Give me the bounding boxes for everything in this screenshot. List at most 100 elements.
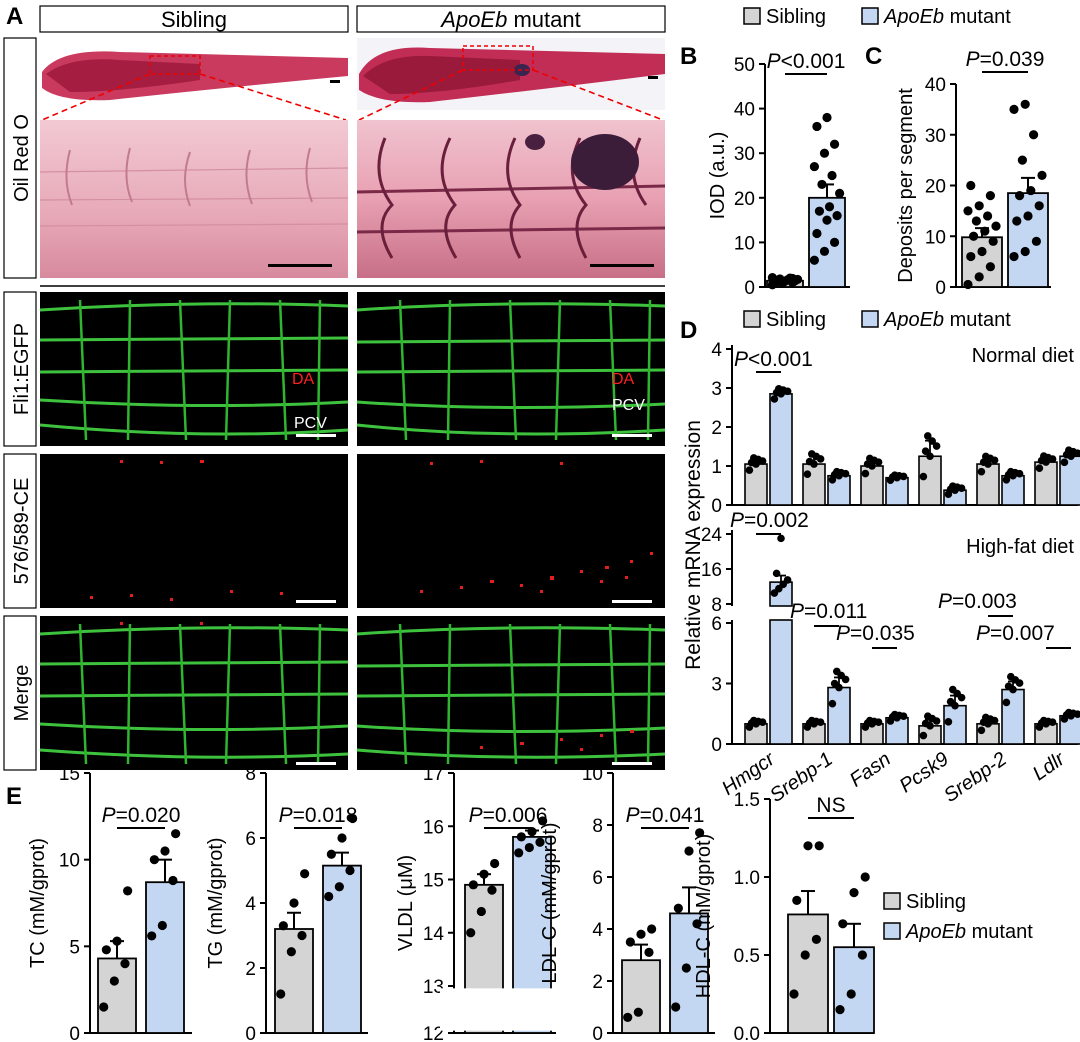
bar xyxy=(827,686,851,745)
data-point xyxy=(899,472,908,481)
data-point xyxy=(816,718,825,727)
data-point xyxy=(926,452,934,461)
chart-c-deposits: 0 10 20 30 40 Deposits per segment P=0.039 xyxy=(895,48,1051,299)
data-point xyxy=(623,1012,633,1023)
legend-label-mutant: ApoEb mutant xyxy=(883,6,1011,28)
data-point xyxy=(809,161,820,172)
chart-e-tg: 0 2 4 6 8 TG (mM/gprot) P=0.018 xyxy=(205,764,368,1042)
data-point xyxy=(1023,211,1033,221)
data-point xyxy=(636,929,646,939)
data-point xyxy=(951,486,959,494)
y-tick-label: 4 xyxy=(245,894,256,915)
oil-red-zoom-mutant xyxy=(356,120,666,278)
legend-e: Sibling ApoEb mutant xyxy=(883,891,1033,943)
data-point xyxy=(1015,469,1024,478)
x-tick-label: Ldlr xyxy=(1029,747,1070,785)
p-value-label: P=0.041 xyxy=(626,804,705,827)
data-point xyxy=(977,467,986,476)
y-axis-label: TG (mM/gprot) xyxy=(205,837,227,968)
condition-label: Normal diet xyxy=(972,345,1075,367)
vessel-label-pcv: PCV xyxy=(294,415,327,432)
data-point xyxy=(792,895,802,906)
data-point xyxy=(811,934,822,945)
data-point xyxy=(985,191,996,201)
col-header-box-mutant xyxy=(356,5,666,33)
data-point xyxy=(817,179,827,190)
data-point xyxy=(109,976,119,986)
y-tick-label: 5 xyxy=(69,937,80,958)
data-point xyxy=(991,221,1001,231)
data-point xyxy=(800,950,810,960)
data-point xyxy=(874,718,883,727)
data-point xyxy=(120,959,130,969)
data-point xyxy=(625,937,635,947)
data-point xyxy=(476,906,486,917)
bar xyxy=(833,946,875,1034)
data-point xyxy=(974,272,984,282)
p-value-label: P<0.001 xyxy=(734,348,813,371)
data-point xyxy=(980,226,990,236)
data-point xyxy=(835,683,843,692)
col-header-box-sibling xyxy=(39,5,349,33)
data-point xyxy=(810,720,818,728)
data-point xyxy=(1015,191,1025,201)
data-point xyxy=(966,251,976,262)
data-point xyxy=(752,720,760,728)
data-point xyxy=(919,731,928,740)
data-point xyxy=(990,456,999,465)
data-point xyxy=(671,1002,681,1012)
data-point xyxy=(783,387,792,396)
bar xyxy=(97,957,137,1034)
data-point xyxy=(516,832,526,842)
data-point xyxy=(857,950,868,960)
data-point xyxy=(874,458,883,466)
bar xyxy=(621,959,661,1034)
data-point xyxy=(819,246,830,256)
legend-swatch-mutant xyxy=(861,7,879,25)
y-tick-label: 6 xyxy=(592,868,603,889)
legend-swatch-mutant xyxy=(883,922,901,940)
data-point xyxy=(487,885,497,895)
scale-bar xyxy=(330,80,340,83)
data-point xyxy=(868,720,876,728)
legend-swatch-sibling xyxy=(743,310,761,328)
y-tick-label: 50 xyxy=(734,55,755,76)
data-point xyxy=(1073,710,1080,718)
data-point xyxy=(1034,201,1044,211)
y-tick-label: 14 xyxy=(423,924,445,945)
bar xyxy=(918,455,942,506)
y-tick-label: 8 xyxy=(711,595,722,616)
data-point xyxy=(974,201,984,211)
data-point xyxy=(932,442,941,450)
y-tick-label: 20 xyxy=(734,189,755,210)
data-point xyxy=(832,211,842,221)
y-tick-label: 16 xyxy=(701,560,722,581)
data-point xyxy=(957,484,966,492)
data-point xyxy=(160,846,170,856)
data-point xyxy=(814,206,825,216)
data-point xyxy=(1031,236,1041,246)
p-value-label: P=0.039 xyxy=(966,48,1045,71)
legend-swatch-mutant xyxy=(861,310,879,328)
y-axis-label: LDL-C (mM/gprot) xyxy=(539,822,561,983)
chart-e-tc: 0 5 10 15 TC (mM/gprot) P=0.020 xyxy=(27,764,192,1042)
data-point xyxy=(1035,464,1044,472)
data-point xyxy=(171,829,181,839)
data-point xyxy=(647,924,657,934)
data-point xyxy=(644,947,654,958)
panel-label-e: E xyxy=(6,783,22,810)
y-tick-label: 10 xyxy=(59,851,80,872)
oil-red-larva-mutant xyxy=(357,38,665,110)
p-value-label: P=0.035 xyxy=(836,622,915,645)
x-tick-label: Fasn xyxy=(846,748,895,792)
data-point xyxy=(289,898,299,908)
data-point xyxy=(1048,455,1057,463)
y-tick-label: 2 xyxy=(245,959,256,980)
data-point xyxy=(828,699,837,708)
data-point xyxy=(919,472,928,481)
data-point xyxy=(841,675,850,684)
y-tick-label: 3 xyxy=(711,379,722,400)
bar xyxy=(769,619,793,745)
data-point xyxy=(1048,718,1057,727)
